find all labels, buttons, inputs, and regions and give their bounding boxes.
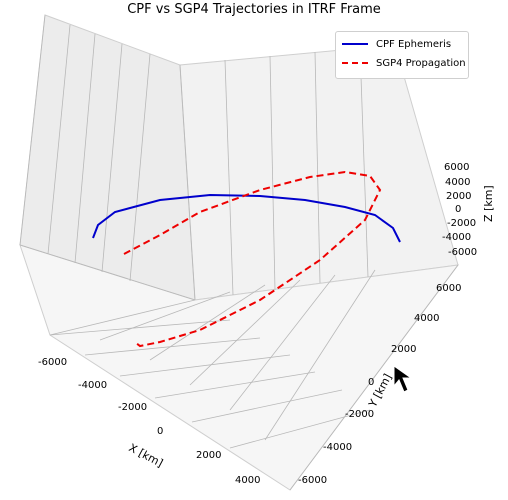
z-axis-label: Z [km] xyxy=(482,185,495,222)
grid-line xyxy=(74,33,96,264)
grid-line xyxy=(269,55,276,291)
grid-lines xyxy=(19,14,459,491)
y-tick-label: -2000 xyxy=(345,409,374,420)
grid-line xyxy=(264,269,376,441)
grid-line xyxy=(149,284,266,361)
grid-line xyxy=(119,354,291,377)
grid-line xyxy=(101,43,123,273)
y-tick-label: 0 xyxy=(368,377,374,388)
chart-title: CPF vs SGP4 Trajectories in ITRF Frame xyxy=(127,2,381,17)
grid-line xyxy=(229,274,336,411)
y-tick-label: 6000 xyxy=(436,283,461,294)
grid-line xyxy=(179,64,196,301)
z-tick-label: -6000 xyxy=(448,247,477,258)
grid-line xyxy=(224,59,234,296)
grid-line xyxy=(314,51,321,284)
grid-line xyxy=(189,279,301,386)
mouse-cursor-icon xyxy=(393,365,413,393)
x-tick-label: 4000 xyxy=(235,475,260,486)
legend: CPF Ephemeris SGP4 Propagation xyxy=(335,31,469,79)
legend-item-cpf: CPF Ephemeris xyxy=(342,37,451,51)
grid-line xyxy=(289,264,459,491)
grid-line xyxy=(49,319,231,336)
y-tick-label: -4000 xyxy=(323,442,352,453)
grid-line xyxy=(129,53,151,282)
legend-swatch-solid xyxy=(342,43,368,45)
x-tick-label: -6000 xyxy=(38,357,67,368)
series-sgp4-propagation xyxy=(123,170,382,348)
z-tick-label: 4000 xyxy=(445,177,470,188)
x-tick-label: 0 xyxy=(157,426,163,437)
legend-item-sgp4: SGP4 Propagation xyxy=(342,56,466,70)
grid-line xyxy=(19,244,196,301)
grid-line xyxy=(19,14,46,246)
legend-label: SGP4 Propagation xyxy=(376,57,466,69)
y-tick-labels: -6000 -4000 -2000 0 2000 4000 6000 xyxy=(298,283,461,486)
legend-label: CPF Ephemeris xyxy=(376,38,452,50)
x-tick-label: -2000 xyxy=(118,402,147,413)
z-tick-label: -2000 xyxy=(447,218,476,229)
grid-line xyxy=(359,47,369,278)
x-tick-labels: -6000 -4000 -2000 0 2000 4000 xyxy=(38,357,260,486)
series-cpf-ephemeris xyxy=(92,193,401,243)
x-tick-label: -4000 xyxy=(78,380,107,391)
grid-line xyxy=(191,389,343,423)
z-tick-label: 2000 xyxy=(446,191,471,202)
y-tick-label: 4000 xyxy=(414,313,439,324)
x-axis-label: X [km] xyxy=(127,441,166,470)
x-tick-label: 2000 xyxy=(196,450,221,461)
z-tick-label: 6000 xyxy=(444,162,469,173)
grid-line xyxy=(99,291,231,341)
z-tick-label: 0 xyxy=(455,204,461,215)
grid-line xyxy=(84,337,261,356)
y-tick-label: -6000 xyxy=(298,475,327,486)
grid-line xyxy=(47,24,71,255)
z-tick-labels: -6000 -4000 -2000 0 2000 4000 6000 xyxy=(442,162,477,258)
legend-swatch-dashed xyxy=(342,62,368,64)
y-tick-label: 2000 xyxy=(391,344,416,355)
grid-line xyxy=(229,409,371,449)
z-tick-label: -4000 xyxy=(442,232,471,243)
grid-line xyxy=(49,299,196,336)
grid-line xyxy=(154,371,316,399)
